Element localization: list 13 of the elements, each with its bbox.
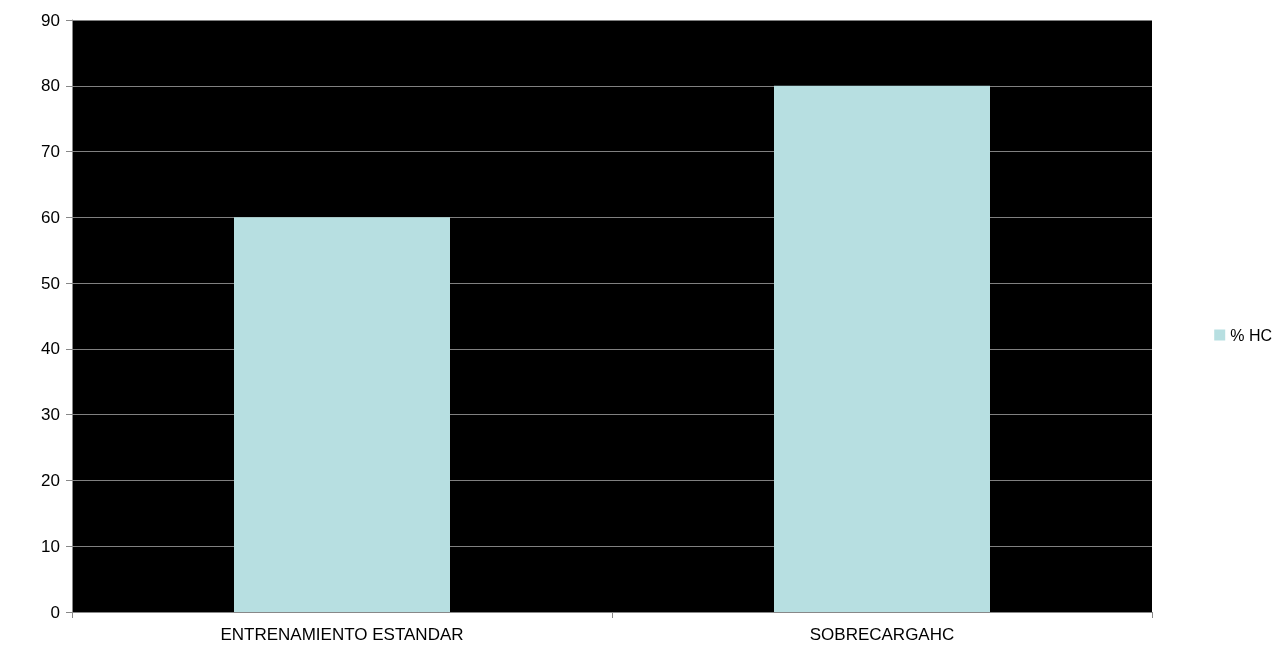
y-tick-label: 40 [41, 339, 60, 359]
y-tick-label: 90 [41, 10, 60, 30]
y-tick-label: 0 [50, 602, 60, 622]
y-tick-label: 10 [41, 536, 60, 556]
y-tick-label: 60 [41, 207, 60, 227]
x-tick-label: SOBRECARGAHC [809, 625, 955, 644]
y-tick-label: 30 [41, 405, 60, 425]
y-tick-label: 50 [41, 273, 60, 293]
y-tick-label: 70 [41, 142, 60, 162]
y-tick-label: 80 [41, 76, 60, 96]
y-tick-label: 20 [41, 470, 60, 490]
legend-label: % HC [1230, 326, 1272, 344]
x-tick-label: ENTRENAMIENTO ESTANDAR [220, 625, 464, 644]
